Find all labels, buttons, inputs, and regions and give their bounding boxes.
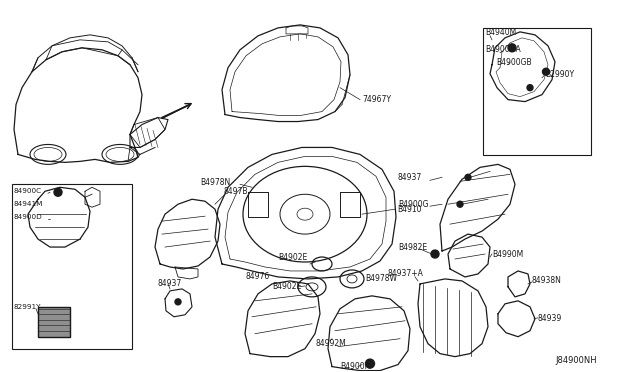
Text: B4902E: B4902E bbox=[272, 282, 301, 291]
Circle shape bbox=[508, 44, 516, 52]
Text: 84976: 84976 bbox=[245, 272, 269, 282]
Text: B4900GB: B4900GB bbox=[496, 58, 532, 67]
Text: 82991Y: 82991Y bbox=[14, 304, 42, 310]
Text: 84937+A: 84937+A bbox=[388, 269, 424, 279]
Text: 84992M: 84992M bbox=[315, 339, 346, 348]
Circle shape bbox=[465, 174, 471, 180]
Text: B4910: B4910 bbox=[397, 205, 422, 214]
Circle shape bbox=[175, 299, 181, 305]
Polygon shape bbox=[38, 307, 70, 337]
Bar bbox=[12, 184, 132, 349]
Text: 84937: 84937 bbox=[398, 173, 422, 182]
Circle shape bbox=[365, 359, 374, 368]
Text: B4982E: B4982E bbox=[398, 243, 427, 251]
Circle shape bbox=[543, 68, 550, 75]
Circle shape bbox=[431, 250, 439, 258]
Bar bbox=[483, 28, 591, 155]
Text: B4902E: B4902E bbox=[278, 253, 307, 262]
Text: B4990M: B4990M bbox=[492, 250, 524, 259]
Circle shape bbox=[54, 188, 62, 196]
Text: 74967Y: 74967Y bbox=[362, 95, 391, 104]
Text: B2990Y: B2990Y bbox=[545, 70, 574, 79]
Text: J84900NH: J84900NH bbox=[555, 356, 596, 365]
Text: 8497B: 8497B bbox=[224, 187, 248, 196]
Text: 84938N: 84938N bbox=[532, 276, 562, 285]
Text: B4940M: B4940M bbox=[485, 28, 516, 37]
Text: 84937: 84937 bbox=[158, 279, 182, 288]
Text: B4978W: B4978W bbox=[365, 275, 397, 283]
Text: 84900C: 84900C bbox=[14, 188, 42, 194]
Circle shape bbox=[527, 85, 533, 91]
Circle shape bbox=[457, 201, 463, 207]
Text: 84941M: 84941M bbox=[14, 201, 44, 207]
Text: 84900D: 84900D bbox=[14, 214, 43, 220]
Text: 84939: 84939 bbox=[538, 314, 563, 323]
Text: B4900G: B4900G bbox=[398, 200, 429, 209]
Text: B4978N: B4978N bbox=[200, 178, 230, 187]
Text: B4900H: B4900H bbox=[340, 362, 371, 371]
Text: B4900GA: B4900GA bbox=[485, 45, 521, 54]
